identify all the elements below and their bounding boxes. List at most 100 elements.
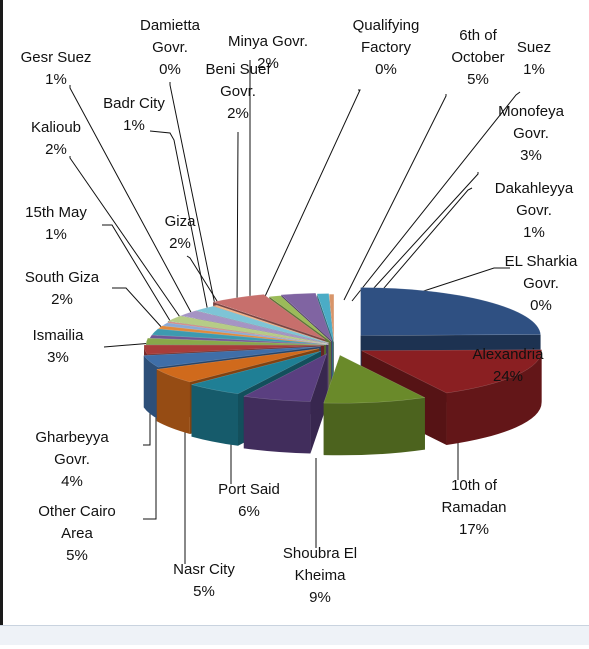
data-label-line: 6th of <box>459 27 497 44</box>
leader-line-damietta-govr <box>169 82 217 311</box>
data-label-line: 2% <box>169 235 191 252</box>
leader-line-6th-of-october <box>343 94 447 301</box>
slice-gesr-suez <box>157 325 329 345</box>
slice-dakahleyya-govr <box>316 293 334 342</box>
sheet-bottom-band <box>0 625 589 645</box>
data-label-line: 9% <box>309 589 331 606</box>
slice-outer-wall-other-cairo-area <box>156 369 190 434</box>
slice-qualifying-factory <box>212 305 330 344</box>
slice-south-giza <box>145 338 327 346</box>
leader-line-giza <box>186 255 223 310</box>
data-label-10th-of-ramadan: 10th of Ramadan 17% <box>441 477 506 538</box>
data-label-line: 6% <box>238 503 260 520</box>
data-label-monofeya-govr: Monofeya Govr. 3% <box>498 103 565 164</box>
leader-line-15th-may <box>102 224 173 325</box>
data-labels: Alexandria 24% 10th of Ramadan 17% Shoubra El… <box>21 17 578 606</box>
data-label-line: Govr. <box>54 451 90 468</box>
slice-minya-govr <box>194 305 329 344</box>
data-label-line: Qualifying <box>353 17 420 34</box>
slice-badr-city <box>161 322 329 345</box>
data-label-other-cairo-area: Other Cairo Area 5% <box>38 503 116 564</box>
data-label-line: Alexandria <box>473 346 545 363</box>
slice-ismailia <box>143 344 325 355</box>
slice-port-said <box>243 353 328 402</box>
leader-line-qualifying-factory <box>261 89 361 304</box>
slice-outer-wall-shoubra-el-kheima <box>323 397 425 456</box>
data-label-line: Kalioub <box>31 119 81 136</box>
data-label-line: South Giza <box>25 269 100 286</box>
data-label-line: October <box>451 49 504 66</box>
data-label-line: 1% <box>523 61 545 78</box>
data-label-beni-suef-govr: Beni Suef Govr. 2% <box>205 61 271 122</box>
data-label-line: Suez <box>517 39 551 56</box>
data-label-shoubra-el-kheima: Shoubra El Kheima 9% <box>283 545 357 606</box>
data-label-giza: Giza 2% <box>165 213 197 252</box>
data-label-line: 5% <box>467 71 489 88</box>
leader-line-suez <box>351 91 521 302</box>
data-label-line: Gesr Suez <box>21 49 92 66</box>
data-label-line: Ramadan <box>441 499 506 516</box>
data-label-damietta-govr: Damietta Govr. 0% <box>140 17 201 78</box>
data-label-line: Gharbeyya <box>35 429 109 446</box>
leader-line-kalioub <box>69 156 183 321</box>
data-label-line: 24% <box>493 368 523 385</box>
data-label-line: Dakahleyya <box>495 180 574 197</box>
data-label-line: 1% <box>123 117 145 134</box>
leader-line-badr-city <box>149 130 209 313</box>
slice-nasr-city <box>190 350 321 395</box>
data-label-line: Giza <box>165 213 197 230</box>
data-label-line: 10th of <box>451 477 498 494</box>
data-label-line: Damietta <box>140 17 201 34</box>
slice-giza <box>167 315 328 344</box>
data-label-line: 0% <box>159 61 181 78</box>
data-label-line: 15th May <box>25 204 87 221</box>
data-label-line: Badr City <box>103 95 165 112</box>
data-label-line: 2% <box>227 105 249 122</box>
data-label-line: EL Sharkia <box>505 253 578 270</box>
data-label-line: 4% <box>61 473 83 490</box>
data-label-line: 5% <box>66 547 88 564</box>
data-label-minya-govr: Minya Govr. 2% <box>228 33 308 72</box>
data-label-line: Minya Govr. <box>228 33 308 50</box>
data-label-line: 0% <box>530 297 552 314</box>
data-label-line: Other Cairo <box>38 503 116 520</box>
leader-line-dakahleyya-govr <box>371 187 473 303</box>
data-label-line: Govr. <box>220 83 256 100</box>
data-label-line: 5% <box>193 583 215 600</box>
slice-outer-wall-nasr-city <box>191 384 239 446</box>
slice-gharbeyya-govr <box>143 346 321 368</box>
data-label-kalioub: Kalioub 2% <box>31 119 81 158</box>
slice-outer-wall-gharbeyya-govr <box>143 355 159 420</box>
data-label-nasr-city: Nasr City 5% <box>173 561 235 600</box>
data-label-line: 3% <box>47 349 69 366</box>
data-label-line: Govr. <box>523 275 559 292</box>
slice-monofeya-govr <box>280 292 333 342</box>
data-label-15th-may: 15th May 1% <box>25 204 87 243</box>
slice-tops <box>143 287 542 404</box>
slice-el-sharkia-govr <box>328 293 335 343</box>
data-label-el-sharkia-govr: EL Sharkia Govr. 0% <box>505 253 578 314</box>
data-label-line: 2% <box>51 291 73 308</box>
slice-beni-suef-govr <box>179 310 328 344</box>
slice-10th-of-ramadan <box>361 349 542 394</box>
data-label-line: Nasr City <box>173 561 235 578</box>
data-label-line: Port Said <box>218 481 280 498</box>
slice-other-cairo-area <box>156 348 320 383</box>
data-label-badr-city: Badr City 1% <box>103 95 165 134</box>
slice-alexandria <box>360 287 541 336</box>
slice-shoubra-el-kheima <box>323 354 426 404</box>
data-label-line: Govr. <box>152 39 188 56</box>
data-label-line: Govr. <box>516 202 552 219</box>
data-label-line: Shoubra El <box>283 545 357 562</box>
data-label-6th-of-october: 6th of October 5% <box>451 27 504 88</box>
data-label-line: Ismailia <box>33 327 85 344</box>
leader-line-south-giza <box>112 287 165 331</box>
data-label-line: 2% <box>257 55 279 72</box>
data-label-gharbeyya-govr: Gharbeyya Govr. 4% <box>35 429 109 490</box>
data-label-line: Monofeya <box>498 103 565 120</box>
data-label-gesr-suez: Gesr Suez 1% <box>21 49 92 88</box>
data-label-qualifying-factory: Qualifying Factory 0% <box>353 17 420 78</box>
data-label-line: Beni Suef <box>205 61 271 78</box>
leader-line-beni-suef-govr <box>236 132 239 309</box>
